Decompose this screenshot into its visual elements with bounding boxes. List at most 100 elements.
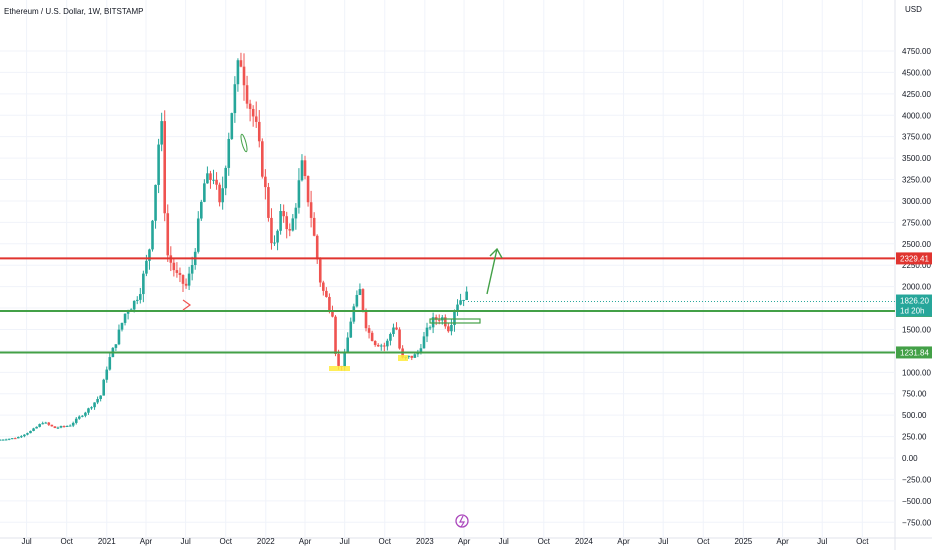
- candle-body: [254, 116, 258, 122]
- candle-body: [248, 103, 252, 109]
- candle-body: [68, 425, 72, 427]
- candle-body: [215, 179, 218, 185]
- x-tick-label: Jul: [21, 537, 31, 546]
- yellow-highlight: [329, 366, 350, 371]
- candle-body: [212, 179, 215, 181]
- candle-body: [187, 273, 191, 286]
- candle-body: [221, 188, 224, 203]
- lightning-icon: [459, 515, 466, 528]
- x-tick-label: Jul: [340, 537, 350, 546]
- candle-body: [291, 218, 295, 231]
- candle-body: [392, 327, 395, 335]
- candle-body: [90, 407, 93, 409]
- candle-body: [288, 229, 292, 231]
- candle-body: [62, 426, 66, 428]
- candle-body: [117, 329, 121, 345]
- y-tick-label: 3500.00: [902, 154, 931, 163]
- y-tick-label: 4750.00: [902, 47, 931, 56]
- candle-body: [373, 340, 377, 345]
- candle-body: [422, 336, 426, 349]
- candle-body: [105, 369, 109, 380]
- candle-body: [358, 289, 362, 295]
- x-tick-label: Jul: [658, 537, 668, 546]
- candle-body: [315, 235, 319, 260]
- candle-body: [53, 426, 57, 429]
- y-tick-label: 2750.00: [902, 218, 931, 227]
- x-tick-label: Apr: [776, 537, 789, 546]
- candle-body: [300, 160, 304, 181]
- candle-body: [29, 430, 32, 434]
- candle-body: [309, 202, 313, 218]
- candle-body: [26, 433, 29, 435]
- candle-body: [0, 439, 2, 441]
- candle-body: [395, 327, 398, 330]
- x-tick-label: 2025: [734, 537, 752, 546]
- candle-body: [318, 259, 322, 283]
- candle-body: [364, 310, 368, 329]
- candle-body: [242, 66, 246, 86]
- candle-body: [349, 321, 353, 338]
- x-tick-label: Apr: [140, 537, 153, 546]
- candle-body: [294, 207, 298, 219]
- candle-body: [71, 422, 75, 426]
- y-tick-label: 4000.00: [902, 111, 931, 120]
- candle-body: [227, 138, 231, 168]
- y-tick-label: −250.00: [902, 475, 932, 484]
- candle-body: [376, 344, 380, 347]
- x-tick-label: Oct: [60, 537, 73, 546]
- candle-body: [23, 434, 26, 437]
- candle-body: [444, 317, 447, 327]
- candle-body: [419, 348, 423, 353]
- candle-body: [200, 201, 203, 219]
- candle-body: [123, 313, 127, 323]
- candle-body: [459, 300, 462, 305]
- candle-body: [322, 282, 325, 291]
- candle-body: [337, 353, 340, 366]
- candle-body: [355, 294, 359, 307]
- candle-body: [306, 176, 310, 203]
- candle-body: [175, 270, 179, 273]
- candle-body: [157, 144, 160, 185]
- candle-body: [50, 424, 54, 427]
- x-tick-label: Jul: [817, 537, 827, 546]
- candle-body: [108, 357, 112, 370]
- level-price-label: 1231.84: [900, 348, 929, 357]
- candle-body: [181, 274, 185, 284]
- candle-body: [303, 160, 307, 177]
- x-tick-label: Apr: [617, 537, 630, 546]
- candle-body: [224, 167, 228, 189]
- candle-body: [276, 230, 279, 243]
- candle-body: [17, 436, 20, 439]
- y-tick-label: 1500.00: [902, 325, 931, 334]
- candle-body: [437, 319, 441, 321]
- level-price-badge: [896, 252, 932, 265]
- candle-body: [114, 344, 118, 348]
- candle-body: [126, 311, 130, 314]
- y-tick-label: −750.00: [902, 518, 932, 527]
- yellow-highlight: [398, 355, 408, 361]
- current-price-badge: [896, 294, 932, 317]
- candle-body: [32, 428, 35, 431]
- y-tick-label: 1000.00: [902, 368, 931, 377]
- chart-title: Ethereum / U.S. Dollar, 1W, BITSTAMP: [4, 7, 143, 16]
- candle-body: [135, 299, 139, 301]
- x-tick-label: Jul: [499, 537, 509, 546]
- candle-body: [102, 379, 106, 396]
- candle-body: [38, 424, 41, 427]
- candle-body: [154, 184, 157, 221]
- candle-body: [56, 427, 60, 429]
- candle-body: [20, 436, 23, 438]
- candle-body: [84, 412, 87, 416]
- candle-body: [184, 283, 188, 286]
- y-tick-label: 2250.00: [902, 261, 931, 270]
- candle-body: [74, 418, 78, 423]
- candle-body: [334, 316, 337, 354]
- candle-body: [453, 311, 456, 325]
- candle-body: [410, 355, 414, 358]
- candle-body: [151, 220, 154, 250]
- candle-body: [370, 332, 374, 341]
- candle-body: [96, 399, 99, 403]
- candle-body: [456, 304, 459, 312]
